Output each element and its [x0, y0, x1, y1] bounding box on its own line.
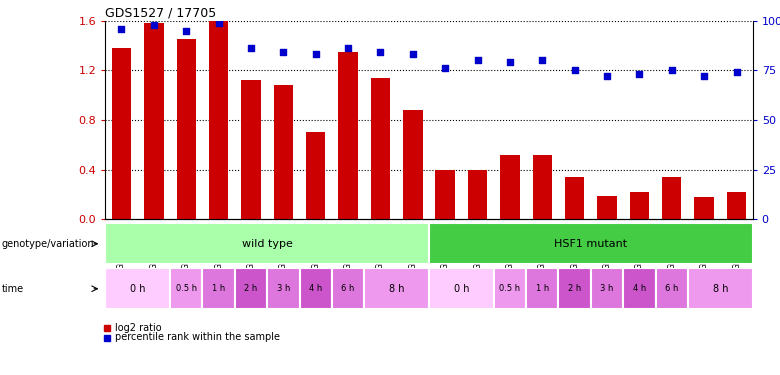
Point [633, 71, 646, 77]
Bar [655, 268, 688, 309]
Text: 6 h: 6 h [342, 284, 355, 293]
Point [245, 45, 257, 51]
Bar [267, 268, 300, 309]
Text: 4 h: 4 h [309, 284, 322, 293]
Text: HSF1 mutant: HSF1 mutant [555, 239, 627, 249]
Bar [468, 170, 488, 219]
Bar [565, 177, 584, 219]
Point [277, 50, 289, 55]
Text: 8 h: 8 h [389, 284, 404, 294]
Point [212, 20, 225, 26]
Point [536, 57, 548, 63]
Bar [144, 23, 164, 219]
Bar [429, 268, 494, 309]
Bar [370, 78, 390, 219]
Bar [241, 80, 261, 219]
Bar [112, 48, 131, 219]
Bar [526, 268, 558, 309]
Bar [300, 268, 332, 309]
Bar [339, 52, 358, 219]
Text: GDS1527 / 17705: GDS1527 / 17705 [105, 6, 217, 20]
Point [115, 26, 128, 32]
Text: genotype/variation: genotype/variation [2, 239, 94, 249]
Bar [694, 197, 714, 219]
Text: 3 h: 3 h [277, 284, 290, 293]
Point [698, 73, 711, 79]
Bar [558, 268, 591, 309]
Bar [629, 192, 649, 219]
Bar [494, 268, 526, 309]
Text: 4 h: 4 h [633, 284, 646, 293]
Text: 8 h: 8 h [713, 284, 728, 294]
Bar [306, 132, 325, 219]
Bar [435, 170, 455, 219]
Bar [597, 196, 617, 219]
Point [439, 65, 452, 71]
Point [342, 45, 354, 51]
Text: 2 h: 2 h [568, 284, 581, 293]
Bar [332, 268, 364, 309]
Bar [429, 223, 753, 264]
Bar [105, 268, 170, 309]
Point [569, 68, 581, 74]
Bar [590, 268, 623, 309]
Text: 2 h: 2 h [244, 284, 257, 293]
Point [310, 51, 322, 57]
Point [601, 73, 613, 79]
Bar [623, 268, 655, 309]
Bar [662, 177, 682, 219]
Text: 0 h: 0 h [130, 284, 145, 294]
Text: 1 h: 1 h [212, 284, 225, 293]
Bar [500, 155, 519, 219]
Point [406, 51, 419, 57]
Text: log2 ratio: log2 ratio [115, 323, 161, 333]
Point [504, 59, 516, 65]
Bar [274, 85, 293, 219]
Bar [533, 155, 552, 219]
Text: percentile rank within the sample: percentile rank within the sample [115, 333, 280, 342]
Text: time: time [2, 284, 23, 294]
Text: 3 h: 3 h [601, 284, 614, 293]
Text: wild type: wild type [242, 239, 292, 249]
Bar [170, 268, 203, 309]
Bar [403, 110, 423, 219]
Text: 0.5 h: 0.5 h [499, 284, 520, 293]
Point [147, 22, 160, 28]
Text: 0.5 h: 0.5 h [176, 284, 197, 293]
Point [730, 69, 743, 75]
Bar [105, 223, 429, 264]
Bar [203, 268, 235, 309]
Point [374, 50, 387, 55]
Bar [364, 268, 429, 309]
Text: 1 h: 1 h [536, 284, 549, 293]
Bar [235, 268, 267, 309]
Text: 0 h: 0 h [454, 284, 469, 294]
Bar [727, 192, 746, 219]
Bar [176, 39, 196, 219]
Point [665, 68, 678, 74]
Point [180, 28, 193, 34]
Point [471, 57, 484, 63]
Bar [209, 21, 229, 219]
Bar [688, 268, 753, 309]
Text: 6 h: 6 h [665, 284, 679, 293]
